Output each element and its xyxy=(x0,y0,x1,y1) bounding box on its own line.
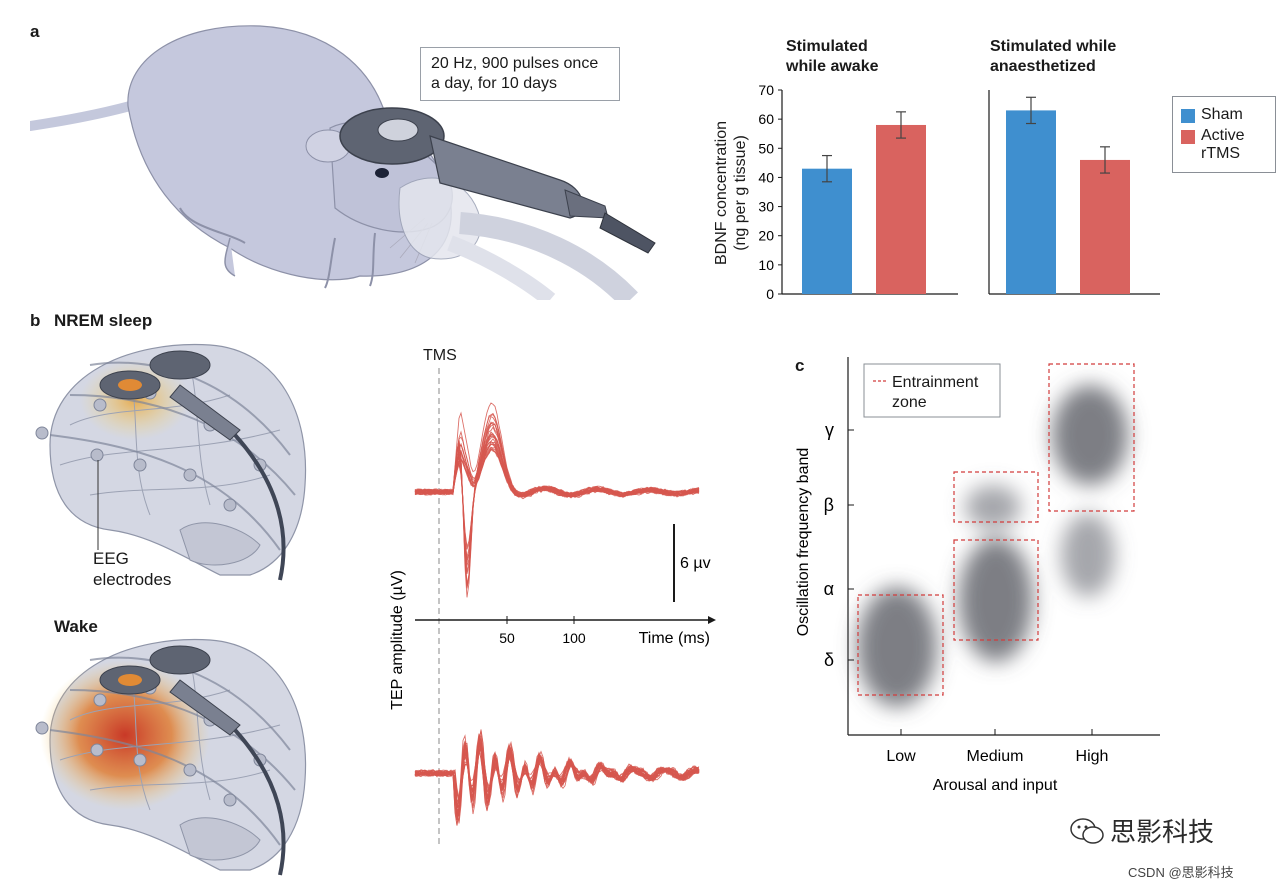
c-band-label: γ xyxy=(825,420,834,440)
tep-trace-nrem xyxy=(414,433,700,498)
awake-chart-title: Stimulated while awake xyxy=(785,38,879,75)
tep-trace-nrem xyxy=(414,433,700,566)
bdnf-legend: Sham Active rTMS xyxy=(1172,96,1276,173)
brain-nrem-illustration xyxy=(35,343,307,581)
watermark-brand: 思影科技 xyxy=(1110,817,1215,847)
bdnf-ytick-label: 0 xyxy=(766,286,774,302)
c-xlabel: Arousal and input xyxy=(933,777,1058,794)
c-category-label: High xyxy=(1076,748,1109,765)
c-band-label: β xyxy=(824,495,834,515)
rat-illustration xyxy=(30,25,656,300)
entrainment-box-high xyxy=(1048,363,1135,512)
blob-low xyxy=(857,587,937,707)
bdnf-bar-chart: Stimulated while awake Stimulated while an… xyxy=(713,38,1160,302)
bdnf-ytick-label: 60 xyxy=(758,111,774,127)
bdnf-ytick-label: 70 xyxy=(758,82,774,98)
blob-medium-beta xyxy=(965,485,1021,529)
scale-bar-label: 6 µv xyxy=(680,555,711,572)
tep-xtick-50: 50 xyxy=(499,630,515,646)
tep-trace-nrem xyxy=(414,414,700,589)
entrainment-legend-label: Entrainment zone xyxy=(892,374,979,411)
tep-trace-nrem xyxy=(414,415,700,588)
anaesth-chart-title: Stimulated while anaesthetized xyxy=(990,38,1116,75)
bdnf-ytick-label: 30 xyxy=(758,199,774,215)
blob-medium-alpha xyxy=(959,538,1033,662)
panel-c-label: c xyxy=(795,356,805,375)
stimulation-callout: 20 Hz, 900 pulses once a day, for 10 day… xyxy=(420,47,620,101)
wechat-icon xyxy=(1070,818,1104,844)
legend-label-active: Active rTMS xyxy=(1201,127,1245,162)
bdnf-bar-awake-active xyxy=(876,124,926,294)
brain-wake-illustration xyxy=(35,638,307,876)
entrainment-box-medium-alpha xyxy=(953,539,1039,641)
tep-trace-nrem xyxy=(414,412,700,598)
entrainment-box-medium-beta xyxy=(953,471,1039,523)
c-ylabel: Oscillation frequency band xyxy=(795,448,812,637)
oscillation-blobs xyxy=(857,385,1128,707)
c-category-label: Low xyxy=(886,748,916,765)
c-band-label: δ xyxy=(824,650,834,670)
bdnf-ytick-label: 40 xyxy=(758,169,774,185)
tep-xlabel: Time (ms) xyxy=(639,630,710,647)
legend-item-sham: Sham xyxy=(1181,106,1267,124)
watermark-credit: CSDN @思影科技 xyxy=(1128,865,1234,880)
entrainment-chart: Entrainment zone δ α β γ Low Medium High Oscill… xyxy=(795,357,1160,794)
blob-high-alpha xyxy=(1061,513,1115,597)
tep-xtick-100: 100 xyxy=(562,630,586,646)
bdnf-ytick-label: 10 xyxy=(758,257,774,273)
tep-trace-nrem xyxy=(414,426,700,575)
tep-trace-wake xyxy=(414,734,700,819)
legend-label-sham: Sham xyxy=(1201,106,1243,123)
c-category-label: Medium xyxy=(967,748,1024,765)
tep-chart: TMS 50 100 Time (ms) TEP amplitude (µV) … xyxy=(389,347,716,845)
tep-ylabel: TEP amplitude (µV) xyxy=(389,570,406,710)
legend-swatch-active xyxy=(1181,130,1195,144)
nrem-title: NREM sleep xyxy=(54,311,153,330)
bdnf-bar-anaesth-active xyxy=(1080,159,1130,294)
blob-high-gamma xyxy=(1052,385,1128,485)
tms-label: TMS xyxy=(423,347,457,364)
panel-a-label: a xyxy=(30,22,40,41)
legend-item-active: Active rTMS xyxy=(1181,127,1267,163)
c-band-label: α xyxy=(824,579,834,599)
panel-b-label: b xyxy=(30,311,41,330)
bdnf-bar-awake-sham xyxy=(802,168,852,294)
legend-swatch-sham xyxy=(1181,109,1195,123)
bdnf-bar-anaesth-sham xyxy=(1006,110,1056,295)
entrainment-box-low xyxy=(857,594,944,696)
bdnf-ytick-label: 50 xyxy=(758,140,774,156)
eeg-label: EEG electrodes xyxy=(93,549,172,589)
bdnf-ylabel: BDNF concentration (ng per g tissue) xyxy=(713,121,749,265)
entrainment-legend xyxy=(863,363,1001,418)
wake-title: Wake xyxy=(54,617,98,636)
bdnf-ytick-label: 20 xyxy=(758,228,774,244)
